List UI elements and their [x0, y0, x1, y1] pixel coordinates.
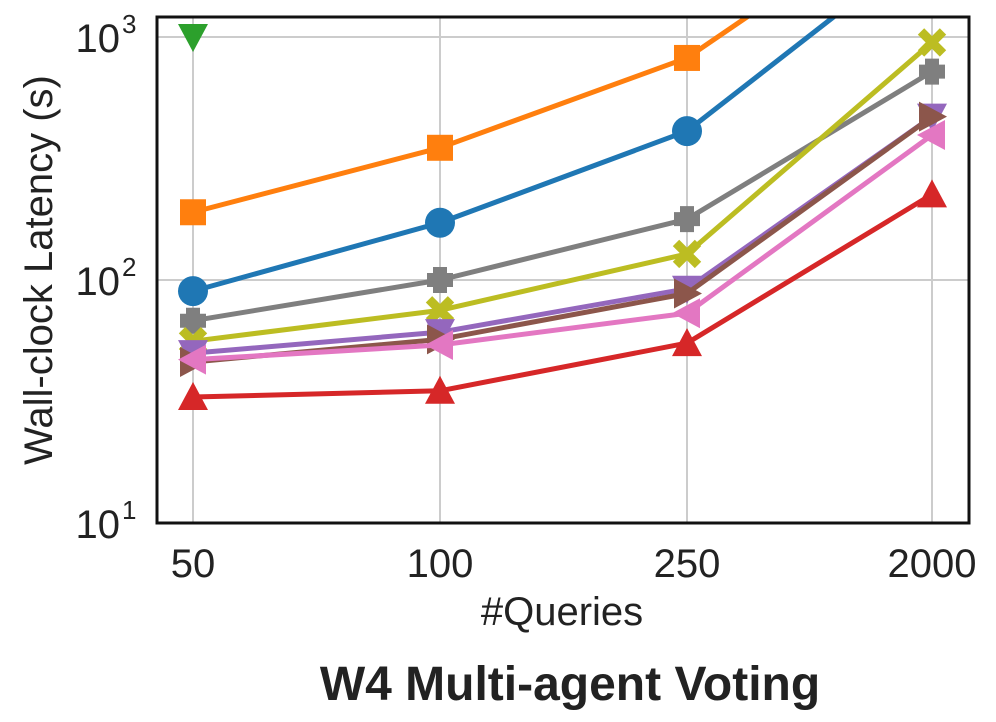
marker-triangle-left: [672, 298, 700, 329]
marker-x: [917, 28, 947, 57]
x-tick-label: 2000: [888, 542, 977, 586]
marker-square: [180, 199, 206, 226]
series-8: [178, 24, 208, 52]
y-tick-exponent: 3: [122, 9, 136, 39]
series-6: [178, 120, 945, 375]
marker-plus: [674, 206, 700, 233]
marker-triangle-up: [178, 382, 208, 411]
y-tick-label: 10: [76, 17, 121, 61]
marker-triangle-up: [672, 328, 702, 357]
plot-area: [178, 17, 947, 411]
marker-plus: [919, 58, 945, 85]
marker-x-stroke: [425, 296, 455, 325]
marker-triangle-left: [425, 330, 453, 361]
marker-circle: [178, 276, 208, 307]
series-line: [192, 17, 752, 215]
marker-triangle-up: [425, 375, 455, 404]
x-tick-label: 50: [171, 542, 216, 586]
marker-x-stroke: [672, 239, 702, 269]
marker-plus: [180, 307, 206, 334]
series-2: [180, 58, 945, 334]
grid: [157, 17, 969, 524]
y-tick-exponent: 1: [122, 495, 136, 525]
x-tick-labels: 50 100 250 2000: [171, 542, 977, 586]
series-5: [180, 101, 947, 377]
marker-plus: [427, 267, 453, 293]
series-line: [192, 133, 934, 363]
marker-circle: [425, 207, 455, 238]
marker-triangle-right: [674, 278, 702, 309]
series-0: [180, 17, 752, 226]
marker-square: [674, 44, 700, 71]
plot-frame: [155, 15, 971, 525]
x-tick-label: 250: [654, 542, 721, 586]
y-tick-label: 10: [76, 503, 121, 547]
marker-x-stroke: [917, 28, 947, 57]
y-tick-exponent: 2: [122, 252, 136, 282]
series-line: [192, 40, 934, 344]
series-group: [178, 17, 947, 411]
series-7: [178, 179, 947, 411]
marker-triangle-left: [917, 120, 945, 151]
chart-subtitle: W4 Multi-agent Voting: [320, 658, 820, 711]
series-1: [178, 17, 838, 307]
marker-square: [427, 134, 453, 161]
y-axis-label: Wall-clock Latency (s): [17, 75, 61, 465]
marker-x: [425, 296, 455, 325]
marker-x: [672, 239, 702, 269]
marker-triangle-up: [917, 179, 947, 208]
x-axis-label: #Queries: [481, 590, 643, 634]
marker-triangle-right: [919, 101, 947, 132]
marker-triangle-down: [178, 24, 208, 52]
marker-triangle-left: [178, 344, 206, 375]
marker-circle: [672, 116, 702, 147]
y-tick-label: 10: [76, 260, 121, 304]
series-line: [192, 192, 934, 400]
x-tick-label: 100: [407, 542, 474, 586]
series-line: [192, 17, 838, 294]
